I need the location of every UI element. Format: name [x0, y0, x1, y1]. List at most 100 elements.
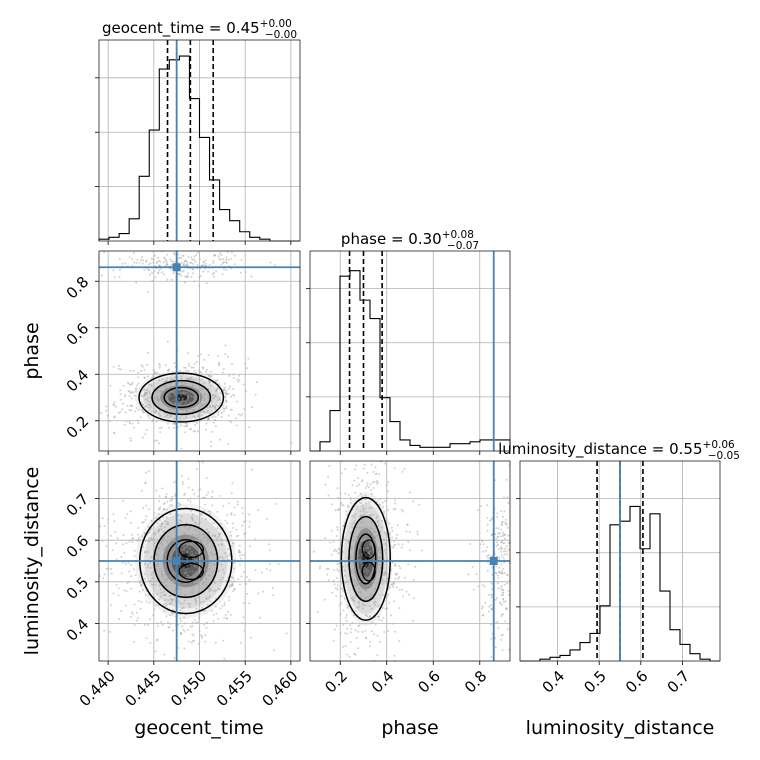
scatter-point [177, 257, 180, 260]
scatter-point [487, 554, 490, 556]
scatter-point [254, 569, 257, 572]
scatter-point [357, 606, 360, 609]
scatter-point [214, 553, 217, 555]
scatter-point [378, 563, 381, 566]
scatter-point [481, 584, 484, 586]
scatter-point [217, 413, 220, 416]
scatter-point [363, 463, 366, 466]
scatter-point [381, 501, 384, 504]
scatter-point [398, 565, 400, 567]
scatter-point [155, 262, 158, 264]
scatter-point [149, 396, 152, 399]
scatter-point [181, 483, 184, 486]
scatter-point [364, 596, 367, 599]
scatter-point [361, 607, 364, 610]
histogram-geocent_time [98, 55, 300, 242]
scatter-point [193, 554, 196, 557]
scatter-point [113, 520, 116, 523]
scatter-point [395, 573, 398, 576]
scatter-point [149, 641, 152, 644]
scatter-point [145, 504, 148, 507]
scatter-point [224, 344, 227, 347]
scatter-point [336, 584, 339, 587]
scatter-point [323, 598, 326, 601]
scatter-point [212, 521, 215, 524]
scatter-point [188, 402, 191, 405]
scatter-point [180, 447, 183, 450]
scatter-point [182, 606, 185, 609]
scatter-point [501, 649, 504, 652]
scatter-point [134, 388, 137, 391]
scatter-point [184, 264, 187, 266]
scatter-point [372, 529, 375, 532]
scatter-point [173, 394, 176, 397]
scatter-point [220, 563, 223, 566]
scatter-point [272, 649, 275, 652]
scatter-point [369, 499, 372, 502]
scatter-point [110, 567, 113, 570]
scatter-point [233, 513, 236, 516]
scatter-point [235, 535, 238, 538]
scatter-point [369, 575, 372, 578]
scatter-point [172, 399, 175, 402]
scatter-point [394, 543, 396, 546]
scatter-point [376, 556, 379, 559]
scatter-point [405, 530, 408, 533]
hist-bar-geocent_time-5 [149, 130, 159, 241]
scatter-point [346, 606, 349, 609]
scatter-point [191, 517, 194, 520]
scatter-point [334, 509, 337, 512]
scatter-point [499, 602, 502, 605]
scatter-point [181, 607, 184, 610]
scatter-point [170, 402, 173, 405]
scatter-point [166, 340, 169, 343]
scatter-point [191, 570, 194, 573]
scatter-point [151, 571, 154, 574]
scatter-point [205, 596, 208, 599]
scatter-point [114, 405, 117, 408]
truth-marker [172, 263, 181, 272]
scatter-point [167, 599, 170, 601]
scatter-point [392, 546, 394, 549]
scatter-point [216, 379, 219, 382]
scatter-point [336, 487, 339, 490]
scatter-point [392, 582, 395, 585]
scatter-point [134, 410, 137, 413]
scatter-point [187, 628, 189, 631]
scatter-point [508, 648, 510, 651]
scatter-point [187, 544, 189, 547]
scatter-point [366, 596, 369, 599]
scatter-point [365, 589, 367, 592]
scatter-point [342, 645, 345, 648]
scatter-point [503, 542, 506, 545]
scatter-point [165, 415, 168, 418]
scatter-point [225, 399, 228, 402]
scatter-point [217, 535, 220, 538]
scatter-point [388, 601, 391, 604]
scatter-point [190, 256, 193, 259]
scatter-point [238, 549, 241, 552]
scatter-point [156, 625, 159, 627]
scatter-point [181, 545, 184, 548]
scatter-point [117, 587, 120, 590]
scatter-point [333, 583, 336, 586]
scatter-point [361, 564, 364, 567]
scatter-point [359, 572, 361, 575]
scatter-point [192, 572, 195, 575]
scatter-point [356, 485, 359, 488]
scatter-point [191, 624, 194, 627]
scatter-point [236, 500, 239, 503]
scatter-point [378, 503, 381, 506]
scatter-point [496, 516, 499, 519]
scatter-point [209, 513, 211, 515]
scatter-point [341, 503, 344, 506]
scatter-point [381, 582, 384, 585]
scatter-point [191, 268, 194, 271]
scatter-point [212, 394, 215, 396]
scatter-point [184, 582, 187, 585]
scatter-point [342, 589, 345, 592]
scatter-point [172, 409, 175, 412]
scatter-point [217, 617, 220, 620]
scatter-point [191, 258, 194, 261]
scatter-point [368, 584, 371, 587]
